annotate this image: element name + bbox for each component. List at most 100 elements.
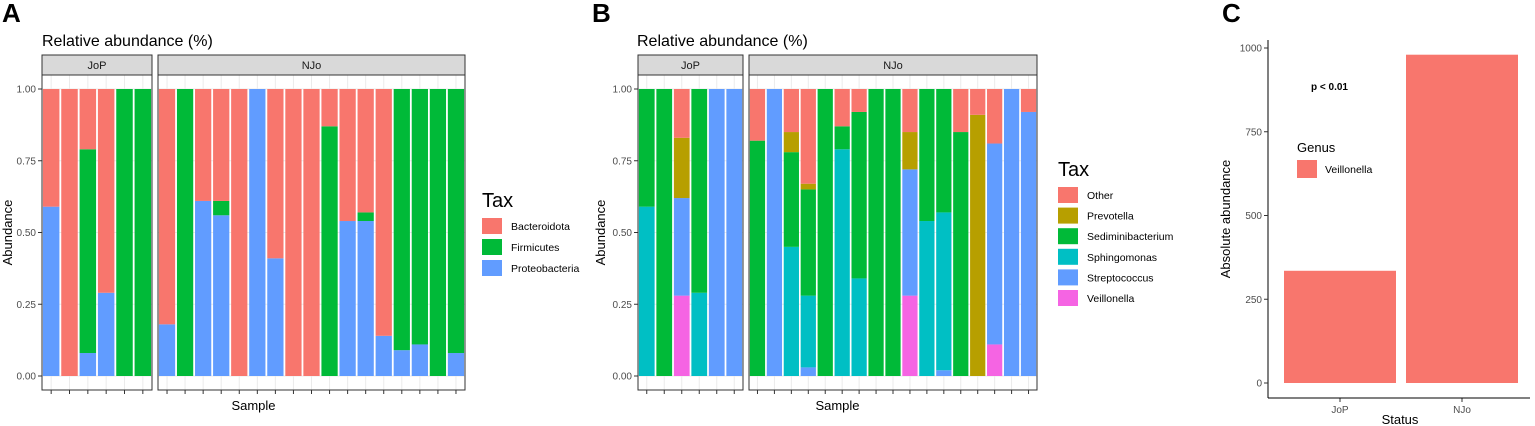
legend-title: Tax bbox=[1058, 159, 1089, 181]
bar-segment-sphingomonas bbox=[834, 149, 850, 376]
bar-segment-prevotella bbox=[902, 132, 918, 170]
bar-segment-sediminibacterium bbox=[656, 89, 673, 376]
y-tick-label: 1000 bbox=[1240, 44, 1263, 55]
bar-segment-bacteroidota bbox=[375, 89, 392, 336]
bar-segment-sediminibacterium bbox=[638, 89, 655, 207]
legend-item-label: Veillonella bbox=[1087, 293, 1134, 305]
bar-segment-sediminibacterium bbox=[851, 111, 867, 279]
y-tick-label: 0.50 bbox=[17, 228, 37, 239]
bar-segment-firmicutes bbox=[357, 212, 374, 222]
y-tick-label: 0.50 bbox=[613, 228, 633, 239]
legend-item-label: Sphingomonas bbox=[1087, 252, 1157, 264]
facet-strip-label: JoP bbox=[681, 60, 700, 72]
bar-segment-sediminibacterium bbox=[691, 89, 708, 293]
bar-segment-proteobacteria bbox=[411, 344, 428, 376]
y-tick-label: 0.25 bbox=[17, 300, 37, 311]
y-tick-label: 0.75 bbox=[17, 156, 37, 167]
bar-segment-firmicutes bbox=[213, 200, 230, 216]
panel-border bbox=[157, 74, 466, 391]
legend-key bbox=[482, 239, 502, 255]
bar-segment-prevotella bbox=[673, 137, 690, 199]
legend-item-label: Other bbox=[1087, 190, 1114, 202]
bar-segment-sphingomonas bbox=[919, 221, 935, 376]
bar-segment-sediminibacterium bbox=[885, 89, 901, 376]
legend-item-label: Streptococcus bbox=[1087, 272, 1154, 284]
bar-segment-other bbox=[834, 89, 850, 127]
bar-segment-sphingomonas bbox=[851, 278, 867, 376]
bar-segment-proteobacteria bbox=[393, 350, 410, 376]
bar-segment-other bbox=[1020, 89, 1037, 112]
bar-segment-streptococcus bbox=[902, 169, 918, 296]
bar-segment-proteobacteria bbox=[375, 335, 392, 376]
bar-segment-other bbox=[783, 89, 799, 133]
chart-title: Relative abundance (%) bbox=[42, 33, 213, 50]
bar-segment-prevotella bbox=[800, 183, 816, 190]
y-tick-label: 250 bbox=[1245, 295, 1262, 306]
bar-segment-sphingomonas bbox=[800, 295, 816, 368]
legend-item-label: Bacteroidota bbox=[511, 221, 570, 233]
bar-segment-sediminibacterium bbox=[936, 89, 952, 213]
bar-segment-sediminibacterium bbox=[868, 89, 884, 376]
legend-key bbox=[1058, 269, 1078, 286]
bar-segment-other bbox=[800, 89, 816, 184]
bar-segment-streptococcus bbox=[708, 89, 725, 376]
bar-segment-firmicutes bbox=[321, 126, 338, 376]
bar-segment-proteobacteria bbox=[249, 89, 266, 376]
bar-segment-streptococcus bbox=[987, 143, 1003, 345]
y-tick-label: 500 bbox=[1245, 211, 1262, 222]
bar-segment-proteobacteria bbox=[447, 353, 465, 376]
bar-segment-bacteroidota bbox=[158, 89, 176, 325]
bar bbox=[1284, 270, 1396, 383]
bar-segment-sediminibacterium bbox=[817, 89, 833, 376]
bar-segment-sediminibacterium bbox=[834, 126, 850, 150]
y-axis-title: Abundance bbox=[593, 200, 608, 266]
panel-border bbox=[748, 74, 1038, 391]
bar-segment-bacteroidota bbox=[195, 89, 212, 201]
bar-segment-other bbox=[902, 89, 918, 133]
y-tick-label: 1.00 bbox=[613, 85, 633, 96]
bar-segment-bacteroidota bbox=[231, 89, 248, 376]
bar-segment-streptococcus bbox=[766, 89, 783, 376]
chart-title: Relative abundance (%) bbox=[637, 33, 808, 50]
bar-segment-proteobacteria bbox=[195, 200, 212, 376]
bar-segment-bacteroidota bbox=[97, 89, 115, 293]
facet-strip-label: NJo bbox=[302, 60, 322, 72]
facet-strip-label: NJo bbox=[883, 60, 903, 72]
bar-segment-proteobacteria bbox=[267, 258, 284, 376]
bar-segment-bacteroidota bbox=[42, 89, 60, 207]
bar-segment-bacteroidota bbox=[267, 89, 284, 259]
legend-item-label: Proteobacteria bbox=[511, 263, 579, 275]
bar-segment-sphingomonas bbox=[638, 206, 655, 376]
bar-segment-other bbox=[987, 89, 1003, 144]
bar-segment-firmicutes bbox=[411, 89, 428, 345]
panel-label: B bbox=[592, 0, 611, 28]
legend-item-label: Veillonella bbox=[1325, 164, 1372, 176]
bar-segment-bacteroidota bbox=[79, 89, 97, 150]
bar-segment-streptococcus bbox=[800, 367, 816, 376]
bar-segment-streptococcus bbox=[726, 89, 743, 376]
legend-key bbox=[482, 260, 502, 276]
bar-segment-sediminibacterium bbox=[783, 152, 799, 247]
bar-segment-firmicutes bbox=[447, 89, 465, 354]
legend-item-label: Sediminibacterium bbox=[1087, 231, 1174, 243]
bar-segment-firmicutes bbox=[176, 89, 194, 376]
bar-segment-streptococcus bbox=[1020, 111, 1037, 377]
bar-segment-sphingomonas bbox=[936, 212, 952, 371]
legend-key bbox=[1058, 228, 1078, 245]
y-tick-label: 1.00 bbox=[17, 85, 37, 96]
bar-segment-bacteroidota bbox=[339, 89, 356, 222]
panel-label: A bbox=[2, 0, 21, 28]
y-tick-label: 0 bbox=[1256, 379, 1262, 390]
bar-segment-sediminibacterium bbox=[800, 189, 816, 296]
y-tick-label: 750 bbox=[1245, 127, 1262, 138]
legend-key bbox=[1058, 290, 1078, 306]
bar-segment-other bbox=[953, 89, 969, 133]
x-tick-label: JoP bbox=[1331, 405, 1349, 416]
x-tick-label: NJo bbox=[1453, 405, 1471, 416]
bar-segment-other bbox=[749, 89, 766, 141]
bar-segment-veillonella bbox=[902, 295, 918, 376]
bar-segment-proteobacteria bbox=[213, 215, 230, 376]
bar-segment-proteobacteria bbox=[158, 324, 176, 376]
bar-segment-prevotella bbox=[970, 114, 986, 376]
bar-segment-firmicutes bbox=[79, 149, 97, 354]
